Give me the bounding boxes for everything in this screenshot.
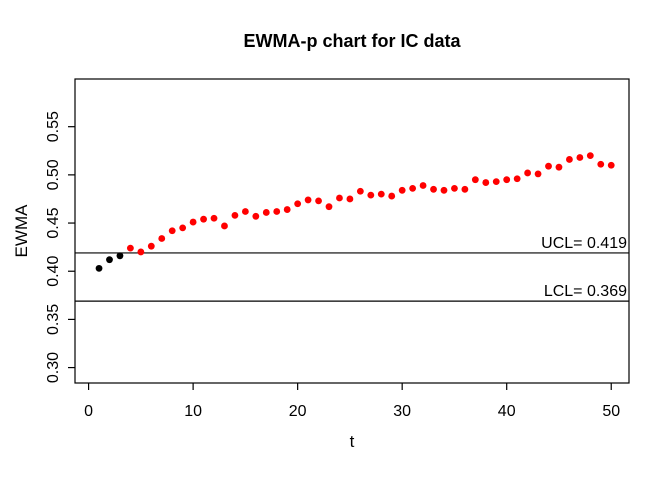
data-point — [524, 169, 532, 177]
data-point — [189, 218, 197, 226]
x-tick-label: 40 — [498, 403, 516, 420]
data-point — [168, 227, 176, 235]
data-point — [440, 186, 448, 194]
y-tick-label: 0.55 — [45, 111, 62, 142]
plot-border-box — [74, 78, 630, 384]
data-point — [398, 186, 406, 194]
data-point — [179, 224, 187, 232]
y-tick-label: 0.45 — [45, 207, 62, 238]
data-point — [607, 161, 615, 169]
data-point — [576, 154, 584, 161]
data-point — [482, 179, 490, 186]
data-point — [294, 200, 302, 208]
y-axis-ticks: 0.30 0.35 0.40 0.45 0.50 0.55 — [45, 111, 75, 383]
data-point — [252, 212, 260, 220]
data-point — [325, 203, 333, 211]
data-point — [566, 156, 573, 163]
data-point — [409, 184, 417, 192]
chart-title: EWMA-p chart for IC data — [243, 31, 461, 51]
data-point — [241, 208, 249, 215]
data-point — [534, 170, 542, 178]
y-tick-label: 0.35 — [45, 304, 62, 335]
data-point — [388, 192, 396, 200]
data-point — [116, 252, 124, 260]
data-point — [356, 187, 364, 195]
data-point — [430, 185, 437, 193]
data-point — [147, 242, 155, 250]
data-point — [419, 182, 427, 189]
data-point — [492, 178, 500, 186]
y-tick-label: 0.40 — [45, 256, 62, 287]
data-point — [346, 195, 354, 203]
data-point — [95, 264, 103, 272]
ucl-label: UCL= 0.419 — [541, 235, 627, 252]
x-tick-label: 30 — [393, 403, 411, 420]
x-axis-ticks: 0 10 20 30 40 50 — [84, 383, 620, 420]
lcl-label: LCL= 0.369 — [544, 283, 627, 300]
x-axis-label: t — [350, 432, 355, 451]
data-point — [461, 185, 469, 193]
y-tick-label: 0.50 — [45, 159, 62, 190]
data-point — [597, 160, 605, 168]
y-tick-label: 0.30 — [45, 352, 62, 383]
data-point — [210, 214, 218, 222]
data-point — [513, 175, 521, 183]
data-point — [471, 176, 479, 184]
data-point — [304, 196, 312, 204]
data-point — [336, 194, 343, 202]
data-point — [137, 248, 145, 256]
data-point — [231, 211, 239, 219]
data-points — [95, 152, 615, 272]
x-tick-label: 50 — [602, 403, 620, 420]
data-point — [126, 244, 134, 252]
data-point — [106, 256, 113, 264]
data-point — [283, 206, 291, 213]
data-point — [545, 162, 552, 170]
x-tick-label: 0 — [84, 403, 93, 420]
data-point — [315, 197, 322, 205]
data-point — [367, 191, 375, 199]
data-point — [273, 208, 281, 215]
data-point — [503, 176, 511, 184]
data-point — [200, 215, 207, 223]
data-point — [158, 235, 166, 242]
data-point — [451, 184, 458, 192]
x-tick-label: 20 — [289, 403, 307, 420]
data-point — [586, 152, 594, 160]
data-point — [262, 209, 270, 216]
x-tick-label: 10 — [184, 403, 202, 420]
data-point — [377, 190, 385, 198]
y-axis-label: EWMA — [12, 204, 31, 258]
data-point — [555, 163, 563, 171]
data-point — [221, 222, 228, 230]
